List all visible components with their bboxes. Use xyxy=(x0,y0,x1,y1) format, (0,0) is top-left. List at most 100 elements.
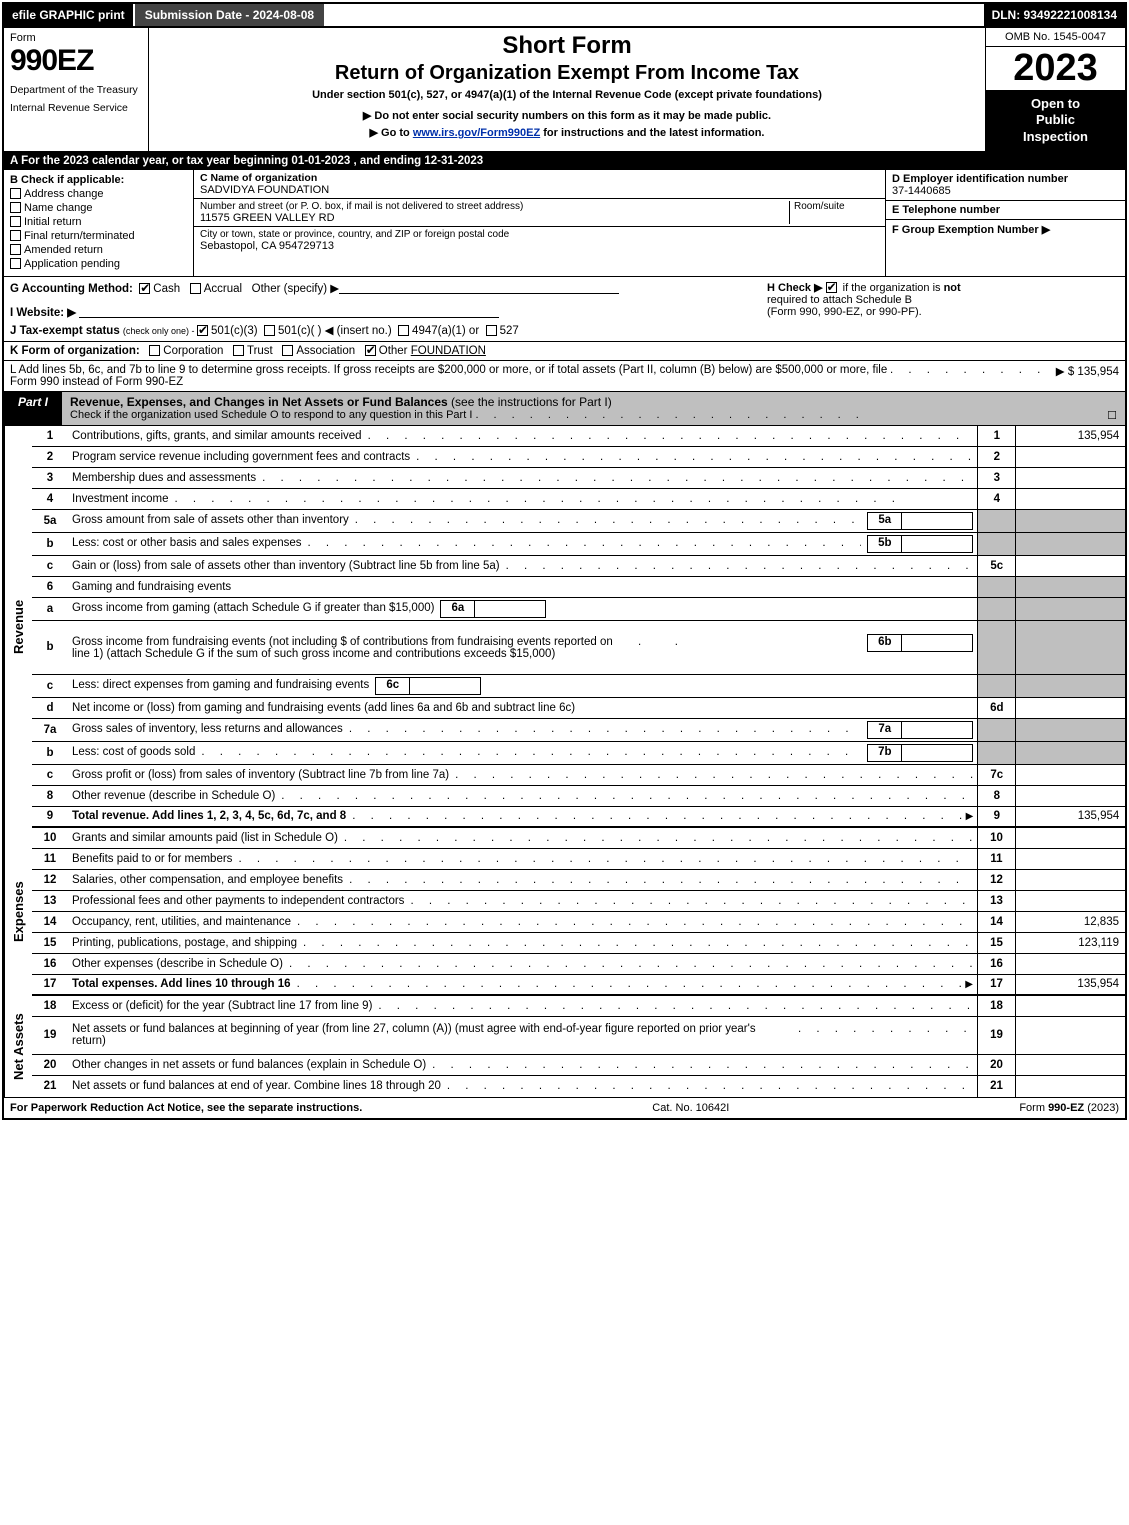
chk-address-change[interactable]: Address change xyxy=(10,188,187,200)
chk-application-pending[interactable]: Application pending xyxy=(10,258,187,270)
org-name-value: SADVIDYA FOUNDATION xyxy=(200,184,879,196)
tax-year: 2023 xyxy=(986,47,1125,90)
line-amount xyxy=(1015,533,1125,555)
chk-name-change[interactable]: Name change xyxy=(10,202,187,214)
expenses-section: Expenses 10Grants and similar amounts pa… xyxy=(4,828,1125,996)
chk-assoc[interactable] xyxy=(282,345,293,356)
line-13: 13Professional fees and other payments t… xyxy=(32,891,1125,912)
part-i-schedule-o-checkbox[interactable]: ☐ xyxy=(1107,409,1117,422)
chk-527[interactable] xyxy=(486,325,497,336)
line-ref xyxy=(977,675,1015,697)
inner-num: 6c xyxy=(376,678,410,694)
line-amount xyxy=(1015,577,1125,597)
line-20: 20Other changes in net assets or fund ba… xyxy=(32,1055,1125,1076)
checkbox-icon[interactable] xyxy=(10,216,21,227)
part-i-title-note: (see the instructions for Part I) xyxy=(451,395,612,409)
topbar-left: efile GRAPHIC print Submission Date - 20… xyxy=(4,4,324,26)
line-num: 21 xyxy=(32,1078,68,1094)
g-label: G Accounting Method: xyxy=(10,283,133,295)
line-6b: bGross income from fundraising events (n… xyxy=(32,621,1125,675)
line-desc: Other changes in net assets or fund bala… xyxy=(72,1059,426,1071)
chk-corp[interactable] xyxy=(149,345,160,356)
open-to-public-badge: Open to Public Inspection xyxy=(986,90,1125,151)
top-bar: efile GRAPHIC print Submission Date - 20… xyxy=(4,4,1125,28)
line-ref xyxy=(977,598,1015,620)
i-label: I Website: ▶ xyxy=(10,307,76,319)
line-desc: Net assets or fund balances at beginning… xyxy=(72,1023,792,1047)
chk-label: Amended return xyxy=(24,244,103,256)
dots: . . . . . . . . . . . . . . . . . . . . … xyxy=(362,430,974,442)
inner-num: 6a xyxy=(441,601,475,617)
k-pre: K Form of organization: xyxy=(10,345,140,357)
line-ref: 8 xyxy=(977,786,1015,806)
k-other-value: FOUNDATION xyxy=(411,345,486,357)
line-amount xyxy=(1015,719,1125,741)
line-desc: Less: direct expenses from gaming and fu… xyxy=(72,679,369,691)
line-amount xyxy=(1015,891,1125,911)
chk-trust[interactable] xyxy=(233,345,244,356)
line-desc: Benefits paid to or for members xyxy=(72,853,232,865)
line-desc: Gaming and fundraising events xyxy=(72,581,231,593)
g-other-blank[interactable] xyxy=(339,282,619,294)
line-17: 17Total expenses. Add lines 10 through 1… xyxy=(32,975,1125,996)
form-header: Form 990EZ Department of the Treasury In… xyxy=(4,28,1125,152)
checkbox-icon[interactable] xyxy=(10,202,21,213)
dots: . . . . . . . . . . . . . . . . . . . . … xyxy=(291,978,966,990)
website-blank[interactable] xyxy=(79,306,499,318)
line-num: 18 xyxy=(32,998,68,1014)
checkbox-icon[interactable] xyxy=(10,230,21,241)
revenue-lines: 1Contributions, gifts, grants, and simil… xyxy=(32,426,1125,828)
chk-cash[interactable] xyxy=(139,283,150,294)
line-9: 9Total revenue. Add lines 1, 2, 3, 4, 5c… xyxy=(32,807,1125,828)
j-label: J Tax-exempt status xyxy=(10,325,120,337)
row-l: L Add lines 5b, 6c, and 7b to line 9 to … xyxy=(4,361,1125,392)
h-text2: required to attach Schedule B xyxy=(767,294,912,306)
line-num: c xyxy=(32,767,68,783)
chk-accrual[interactable] xyxy=(190,283,201,294)
ein-value: 37-1440685 xyxy=(892,185,1119,197)
line-num: 5a xyxy=(32,513,68,529)
chk-amended-return[interactable]: Amended return xyxy=(10,244,187,256)
line-amount xyxy=(1015,698,1125,718)
dots: . . . . . . . . . . . . . . . . . . . . … xyxy=(291,916,973,928)
part-i-sub-text: Check if the organization used Schedule … xyxy=(70,409,472,421)
inner-num: 7b xyxy=(868,745,902,761)
inner-box-7b: 7b xyxy=(867,744,973,762)
chk-final-return[interactable]: Final return/terminated xyxy=(10,230,187,242)
line-amount xyxy=(1015,489,1125,509)
chk-initial-return[interactable]: Initial return xyxy=(10,216,187,228)
chk-4947[interactable] xyxy=(398,325,409,336)
chk-501c3[interactable] xyxy=(197,325,208,336)
line-ref: 3 xyxy=(977,468,1015,488)
inner-val xyxy=(475,601,545,617)
line-7c: cGross profit or (loss) from sales of in… xyxy=(32,765,1125,786)
chk-h[interactable] xyxy=(826,282,837,293)
checkbox-icon[interactable] xyxy=(10,258,21,269)
dots: . . . . . . . . . . . . . . . . . . . . … xyxy=(349,514,862,526)
line-amount: 135,954 xyxy=(1015,975,1125,994)
line-desc: Net assets or fund balances at end of ye… xyxy=(72,1080,441,1092)
irs-link[interactable]: www.irs.gov/Form990EZ xyxy=(413,127,540,139)
inner-box-6a: 6a xyxy=(440,600,546,618)
e-label: E Telephone number xyxy=(892,204,1119,216)
checkbox-icon[interactable] xyxy=(10,244,21,255)
ssn-warning: ▶ Do not enter social security numbers o… xyxy=(157,109,977,122)
f-label: F Group Exemption Number ▶ xyxy=(892,223,1119,236)
line-ref: 19 xyxy=(977,1017,1015,1054)
line-16: 16Other expenses (describe in Schedule O… xyxy=(32,954,1125,975)
dept-treasury: Department of the Treasury xyxy=(10,84,142,96)
chk-other[interactable] xyxy=(365,345,376,356)
line-6: 6 Gaming and fundraising events xyxy=(32,577,1125,598)
checkbox-icon[interactable] xyxy=(10,188,21,199)
k-assoc: Association xyxy=(296,345,355,357)
dots: . . . . . . . . . . . . . . . . . . . . … xyxy=(302,537,862,549)
h-text3: (Form 990, 990-EZ, or 990-PF). xyxy=(767,306,922,318)
inner-num: 7a xyxy=(868,722,902,738)
line-num: 15 xyxy=(32,935,68,951)
line-ref: 16 xyxy=(977,954,1015,974)
line-num: 6 xyxy=(32,579,68,595)
efile-print-button[interactable]: efile GRAPHIC print xyxy=(4,4,135,26)
chk-501c[interactable] xyxy=(264,325,275,336)
line-amount xyxy=(1015,447,1125,467)
line-desc: Program service revenue including govern… xyxy=(72,451,410,463)
